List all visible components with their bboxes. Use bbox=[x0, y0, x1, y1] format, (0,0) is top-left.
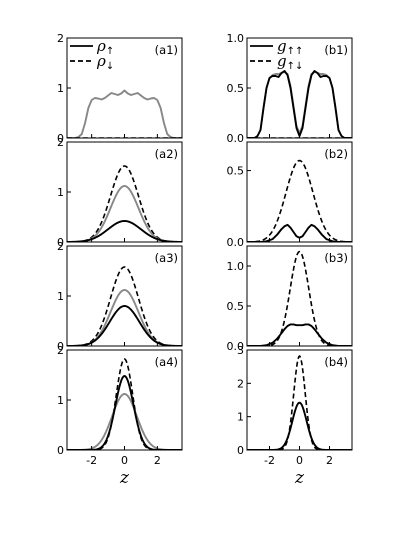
series-line-b1-1 bbox=[247, 70, 352, 138]
x-tick-label: 2 bbox=[326, 454, 333, 467]
panel-a4: 0 1 2 -2 0 2 z (a4) bbox=[57, 344, 183, 488]
panel-label: (a3) bbox=[155, 251, 178, 265]
panel-label: (b3) bbox=[324, 251, 348, 265]
series-line-a4-1 bbox=[67, 393, 182, 450]
series-line-a4-0 bbox=[67, 358, 182, 450]
panel-a2: 0 1 2 (a2) bbox=[57, 136, 183, 249]
x-tick-label: 0 bbox=[121, 454, 128, 467]
y-tick-label: 1.0 bbox=[227, 260, 245, 273]
panel-b1: 0.0 0.5 1.0 (b1) g↑↑g↑↓ bbox=[227, 32, 353, 145]
y-tick-label: 0 bbox=[57, 236, 64, 249]
panel-b3: 0.0 0.5 1.0 (b3) bbox=[227, 245, 353, 353]
panel-label: (a4) bbox=[155, 355, 178, 369]
y-tick-label: 1 bbox=[237, 411, 244, 424]
x-axis-label: z bbox=[294, 468, 305, 488]
panel-label: (a1) bbox=[155, 43, 178, 57]
y-tick-label: 0.5 bbox=[227, 165, 245, 178]
y-tick-label: 2 bbox=[57, 32, 64, 45]
x-tick-label: -2 bbox=[86, 454, 97, 467]
series-line-b2-0 bbox=[247, 159, 352, 242]
panel-label: (b1) bbox=[324, 43, 348, 57]
y-tick-label: 3 bbox=[237, 344, 244, 357]
y-tick-label: 1.0 bbox=[227, 32, 245, 45]
y-tick-label: 0 bbox=[57, 340, 64, 353]
series-line-a2-2 bbox=[67, 220, 182, 242]
y-tick-label: 2 bbox=[57, 344, 64, 357]
series-line-a1-0 bbox=[67, 89, 182, 138]
panel-label: (b2) bbox=[324, 147, 348, 161]
series-line-b3-0 bbox=[247, 250, 352, 346]
series-line-b4-0 bbox=[247, 355, 352, 450]
x-tick-label: -2 bbox=[264, 454, 275, 467]
y-tick-label: 0.0 bbox=[227, 340, 245, 353]
y-tick-label: 0 bbox=[57, 444, 64, 457]
x-tick-label: 0 bbox=[296, 454, 303, 467]
y-tick-label: 1 bbox=[57, 186, 64, 199]
y-tick-label: 0.5 bbox=[227, 82, 245, 95]
y-tick-label: 0 bbox=[237, 444, 244, 457]
y-tick-label: 0.0 bbox=[227, 132, 245, 145]
series-line-a3-2 bbox=[67, 305, 182, 346]
y-tick-label: 1 bbox=[57, 290, 64, 303]
series-line-a2-1 bbox=[67, 185, 182, 242]
y-tick-label: 2 bbox=[57, 136, 64, 149]
panel-label: (b4) bbox=[324, 355, 348, 369]
y-tick-label: 0 bbox=[57, 132, 64, 145]
series-line-b2-1 bbox=[247, 223, 352, 242]
x-axis-label: z bbox=[119, 468, 130, 488]
panel-a3: 0 1 2 (a3) bbox=[57, 240, 183, 353]
panel-b2: 0.0 0.5 (b2) bbox=[227, 141, 353, 249]
series-line-b3-1 bbox=[247, 323, 352, 346]
y-tick-label: 0.0 bbox=[227, 236, 245, 249]
y-tick-label: 0.5 bbox=[227, 300, 245, 313]
x-tick-label: 2 bbox=[154, 454, 161, 467]
series-line-a2-0 bbox=[67, 165, 182, 242]
legend-label: g↑↑ bbox=[277, 37, 303, 57]
series-line-a4-2 bbox=[67, 375, 182, 450]
legend-label: ρ↑ bbox=[96, 37, 114, 57]
y-tick-label: 1 bbox=[57, 82, 64, 95]
panel-b4: 0 1 2 3 -2 0 2 z (b4) bbox=[237, 344, 353, 488]
series-line-b4-1 bbox=[247, 401, 352, 450]
legend-label: g↑↓ bbox=[277, 52, 303, 72]
series-line-b1-0 bbox=[247, 71, 352, 138]
series-line-a3-1 bbox=[67, 289, 182, 346]
y-tick-label: 1 bbox=[57, 394, 64, 407]
panel-label: (a2) bbox=[155, 147, 178, 161]
y-tick-label: 2 bbox=[57, 240, 64, 253]
legend-label: ρ↓ bbox=[96, 52, 114, 72]
y-tick-label: 2 bbox=[237, 377, 244, 390]
panel-a1: 0 1 2 (a1) ρ↑ρ↓ bbox=[57, 32, 183, 145]
